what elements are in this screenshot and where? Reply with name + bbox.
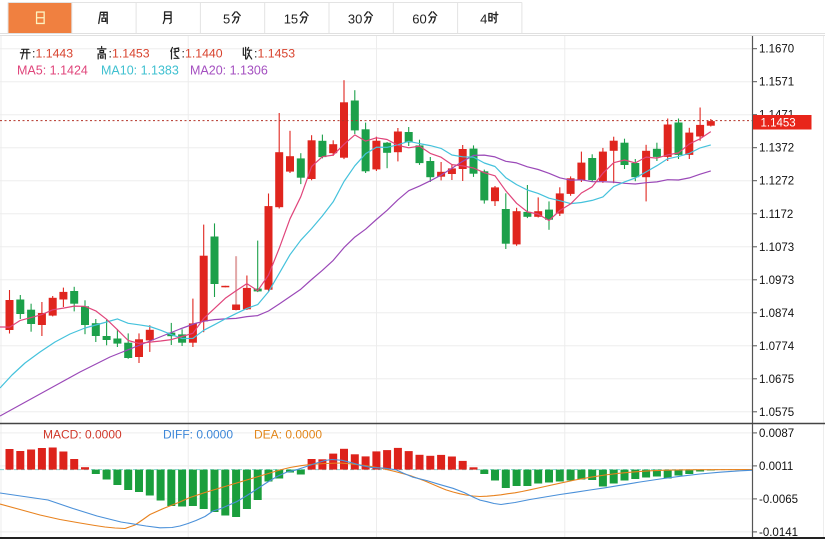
svg-text:1.0973: 1.0973: [759, 275, 794, 287]
svg-text:MA20: 1.1306: MA20: 1.1306: [190, 64, 268, 78]
svg-text::: :: [182, 47, 185, 61]
svg-text:1.1272: 1.1272: [759, 176, 794, 188]
svg-text:30: 30: [348, 12, 362, 27]
svg-text:DIFF: 0.0000: DIFF: 0.0000: [163, 428, 233, 442]
svg-text:1.1571: 1.1571: [759, 77, 794, 89]
svg-text:60: 60: [412, 12, 426, 27]
svg-text:5: 5: [223, 12, 230, 27]
svg-text:1.0874: 1.0874: [759, 308, 795, 320]
svg-text:1.1073: 1.1073: [759, 242, 794, 254]
svg-text::: :: [109, 47, 112, 61]
svg-text:1.1443: 1.1443: [36, 47, 74, 61]
svg-text:1.1372: 1.1372: [759, 143, 794, 155]
svg-text:-0.0141: -0.0141: [759, 527, 798, 539]
svg-text:MA10: 1.1383: MA10: 1.1383: [101, 64, 179, 78]
svg-text:-0.0065: -0.0065: [759, 494, 798, 506]
svg-text:1.1440: 1.1440: [185, 47, 223, 61]
svg-text:MACD: 0.0000: MACD: 0.0000: [43, 428, 122, 442]
svg-text:DEA: 0.0000: DEA: 0.0000: [254, 428, 322, 442]
svg-text:1.1453: 1.1453: [112, 47, 150, 61]
svg-text:4: 4: [480, 12, 487, 27]
svg-text::: :: [32, 47, 35, 61]
svg-text:0.0087: 0.0087: [759, 428, 794, 440]
svg-text:1.1453: 1.1453: [761, 118, 796, 130]
svg-text:1.1670: 1.1670: [759, 44, 794, 56]
svg-text:15: 15: [284, 12, 298, 27]
svg-text::: :: [254, 47, 257, 61]
svg-text:MA5: 1.1424: MA5: 1.1424: [17, 64, 88, 78]
svg-text:1.0575: 1.0575: [759, 407, 794, 419]
svg-text:1.0774: 1.0774: [759, 341, 795, 353]
svg-text:1.1453: 1.1453: [258, 47, 296, 61]
svg-text:1.1172: 1.1172: [759, 209, 793, 221]
svg-text:1.0675: 1.0675: [759, 374, 794, 386]
svg-text:0.0011: 0.0011: [759, 461, 793, 473]
